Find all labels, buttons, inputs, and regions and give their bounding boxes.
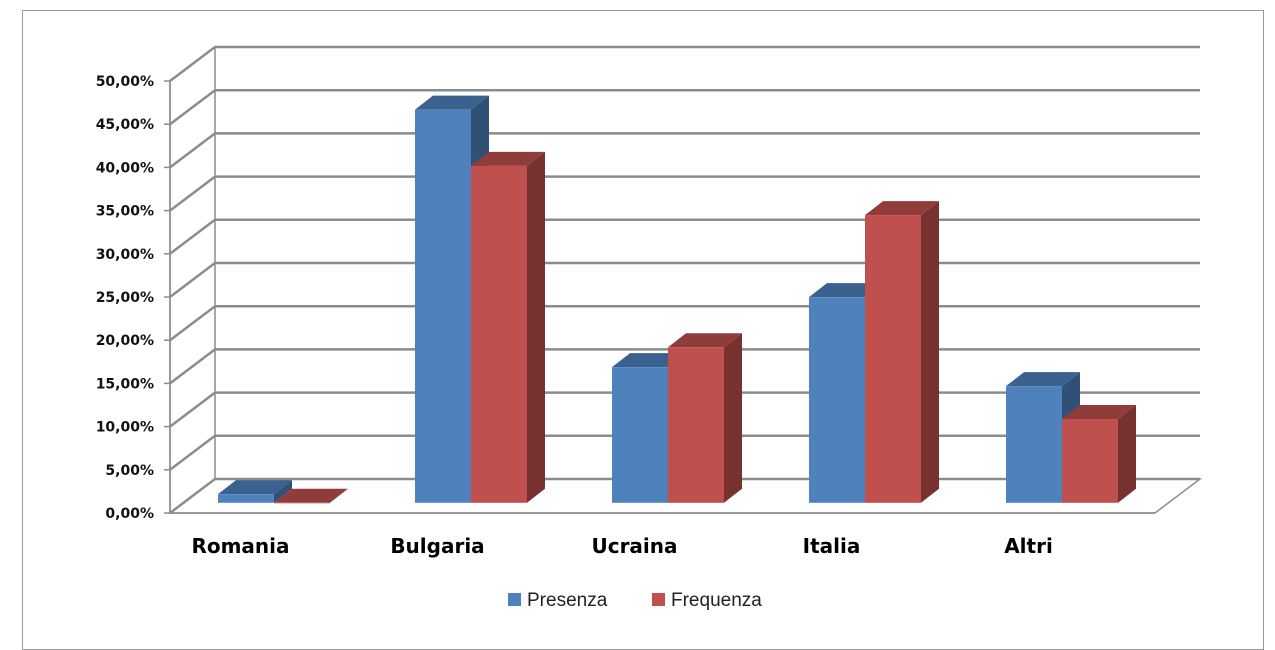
- bar-presenza-italia-top: [809, 283, 883, 298]
- bar-frequenza-romania: [274, 502, 330, 504]
- bar-frequenza-ucraina-top: [668, 333, 742, 348]
- bar-frequenza-bulgaria-side: [527, 151, 545, 503]
- bar-chart: 0,00% 5,00% 10,00% 15,00% 20,00% 25,00% 30,00%…: [96, 45, 1203, 611]
- bar-presenza-romania-top: [218, 480, 292, 495]
- y-tick-label: 15,00%: [96, 376, 154, 392]
- bar-frequenza-bulgaria: [471, 165, 527, 503]
- chart-frame: [22, 10, 1264, 650]
- y-tick-label: 10,00%: [96, 420, 154, 436]
- y-tick-label: 5,00%: [105, 463, 154, 479]
- bar-frequenza-italia: [865, 215, 921, 503]
- gridline: [169, 45, 1200, 82]
- bar-frequenza-ucraina: [668, 347, 724, 503]
- bar-frequenza-altri-top: [1062, 404, 1136, 419]
- bar-presenza-romania-side: [274, 480, 292, 503]
- bar-frequenza-altri-side: [1118, 404, 1136, 503]
- bar-presenza-bulgaria: [415, 109, 471, 503]
- bar-frequenza-romania-top: [274, 488, 348, 503]
- bar-frequenza-altri: [1062, 418, 1118, 503]
- legend-swatch: [652, 593, 665, 606]
- y-tick-label: 40,00%: [96, 160, 154, 176]
- bar-presenza-ucraina-top: [612, 353, 686, 368]
- gridline: [169, 261, 1200, 298]
- legend-label: Presenza: [527, 590, 608, 611]
- bar-frequenza-bulgaria-top: [471, 151, 545, 166]
- gridline: [169, 132, 1200, 169]
- bar-presenza-altri-top: [1006, 372, 1080, 387]
- y-tick-label: 25,00%: [96, 290, 154, 306]
- bar-presenza-altri: [1006, 386, 1062, 503]
- legend-label: Frequenza: [671, 590, 762, 611]
- gridline: [169, 218, 1200, 255]
- category-label: Romania: [191, 534, 289, 558]
- bar-frequenza-italia-side: [921, 201, 939, 503]
- bar-frequenza-italia-top: [865, 201, 939, 216]
- bar-presenza-italia: [809, 297, 865, 503]
- y-tick-label: 30,00%: [96, 247, 154, 263]
- bar-presenza-romania: [218, 494, 274, 503]
- category-label: Bulgaria: [390, 534, 484, 558]
- bar-presenza-ucraina: [612, 367, 668, 503]
- y-tick-label: 35,00%: [96, 204, 154, 220]
- gridline: [169, 175, 1200, 212]
- bar-presenza-bulgaria-top: [415, 95, 489, 110]
- y-tick-label: 0,00%: [105, 506, 154, 522]
- y-tick-label: 50,00%: [96, 74, 154, 90]
- y-tick-label: 45,00%: [96, 117, 154, 133]
- legend-swatch: [508, 593, 521, 606]
- gridline: [169, 88, 1200, 126]
- category-label: Italia: [803, 534, 861, 558]
- bar-frequenza-ucraina-side: [724, 333, 742, 503]
- category-label: Altri: [1004, 534, 1053, 558]
- y-tick-label: 20,00%: [96, 333, 154, 349]
- category-label: Ucraina: [591, 534, 677, 558]
